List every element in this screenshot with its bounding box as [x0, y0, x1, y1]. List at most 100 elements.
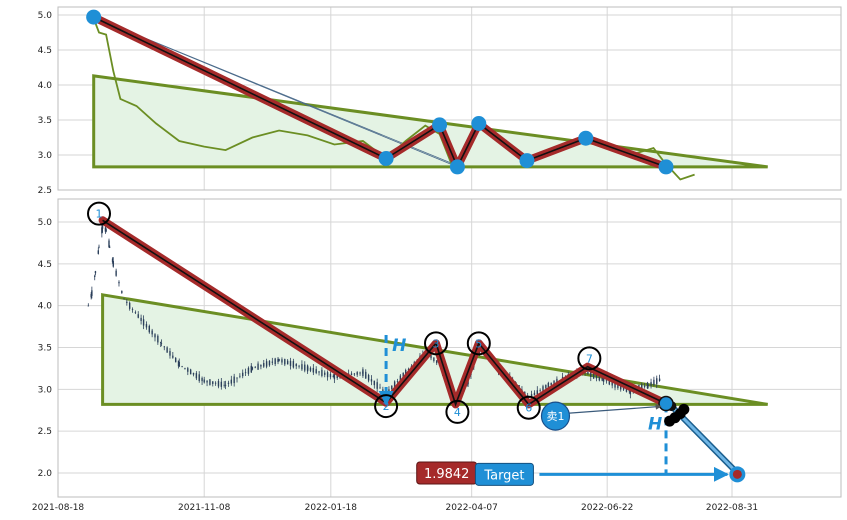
candle-body	[131, 309, 134, 310]
pivot-label-text: 5	[475, 337, 482, 350]
candle-body	[318, 371, 320, 373]
candle-body	[602, 376, 605, 382]
candle-body	[115, 270, 117, 276]
top-price-panel: 5.0 4.5 4.0 3.5 3.0 2.5	[38, 6, 842, 196]
candle-body	[160, 343, 163, 344]
candle-body	[362, 369, 364, 376]
pivot-label-text: 3	[433, 337, 440, 350]
candle-body	[118, 281, 120, 284]
candle-body	[530, 394, 533, 398]
candle-body	[533, 392, 536, 396]
candle-body	[94, 271, 97, 274]
pattern-height-label: H	[392, 336, 406, 356]
candle-body	[407, 368, 410, 371]
top-triangle-pattern	[92, 74, 768, 169]
candle-body	[242, 372, 244, 377]
candle-body	[87, 305, 90, 307]
candle-body	[121, 290, 123, 293]
candle-body	[587, 371, 589, 375]
candle-body	[379, 387, 381, 389]
candle-body	[184, 367, 186, 369]
candle-body	[646, 382, 649, 389]
candle-body	[140, 317, 142, 321]
candle-body	[542, 386, 544, 391]
candle-body	[402, 372, 404, 378]
candle-body	[189, 369, 192, 375]
candle-body	[157, 335, 159, 343]
candle-body	[233, 376, 235, 384]
sell-signal-label: 卖1	[546, 410, 564, 423]
bottom-y-tick-label: 3.0	[38, 385, 53, 395]
candle-body	[105, 229, 107, 232]
sell-signal-badge	[540, 401, 571, 431]
candle-body	[274, 358, 276, 365]
x-tick-label: 2021-08-18	[32, 503, 85, 513]
x-tick-label: 2022-08-31	[706, 503, 758, 513]
candle-body	[598, 374, 601, 381]
candle-body	[329, 373, 332, 378]
candle-body	[547, 382, 550, 388]
candle-body	[370, 379, 373, 382]
x-tick-label: 2022-01-18	[305, 503, 358, 513]
candle-body	[281, 359, 283, 363]
candle-body	[620, 384, 622, 390]
top-y-tick-label: 4.0	[38, 81, 53, 91]
candle-body	[590, 371, 592, 377]
candle-body	[178, 362, 180, 367]
candle-body	[553, 380, 555, 385]
candle-body	[326, 372, 329, 378]
top-y-axis-ticks: 5.0 4.5 4.0 3.5 3.0 2.5	[38, 11, 53, 196]
x-axis-ticks: 2021-08-18 2021-11-08 2022-01-18 2022-04-07…	[32, 503, 758, 513]
candle-body	[658, 378, 661, 381]
candle-body	[365, 371, 367, 379]
candle-body	[145, 324, 148, 328]
candle-body	[177, 360, 180, 367]
candle-body	[608, 379, 611, 385]
top-pivot-dot	[519, 153, 535, 169]
pivot-label-circle	[577, 346, 602, 371]
candle-body	[148, 325, 150, 333]
candle-body	[109, 246, 111, 248]
pivot-label-circle	[445, 399, 470, 424]
bottom-candlestick-panel: 5.0 4.5 4.0 3.5 3.0 2.5 2.0 2021-08-18 2021-11-…	[32, 198, 842, 513]
candle-body	[641, 384, 643, 391]
candle-body	[350, 373, 353, 376]
candle-body	[382, 389, 384, 392]
bottom-y-tick-label: 4.5	[38, 260, 52, 270]
target-label: Target	[483, 468, 524, 483]
pattern-annotations: H H 卖1	[378, 334, 741, 476]
candle-body	[289, 360, 292, 366]
candle-body	[174, 357, 177, 363]
x-tick-label: 2021-11-08	[178, 503, 231, 513]
candle-body	[617, 382, 619, 389]
candle-body	[611, 380, 613, 386]
candle-body	[545, 385, 547, 389]
candle-body	[98, 246, 100, 248]
candle-body	[104, 227, 107, 232]
candle-body	[101, 223, 104, 229]
candle-body	[653, 379, 655, 386]
candle-body	[244, 372, 247, 374]
candle-body	[172, 355, 174, 358]
pivot-label-circle	[87, 201, 112, 226]
candle-body	[151, 330, 153, 335]
candle-body	[227, 382, 230, 384]
candle-body	[142, 319, 145, 326]
pivot-label-circle	[466, 331, 491, 356]
candle-body	[550, 382, 552, 386]
top-pivot-dot	[658, 159, 674, 175]
bottom-y-tick-label: 2.5	[38, 427, 52, 437]
candle-body	[315, 369, 317, 374]
candle-body	[278, 358, 280, 362]
target-dot-inner	[732, 469, 742, 479]
pivot-label-text: 6	[525, 402, 532, 415]
candle-body	[198, 374, 200, 381]
candle-body	[650, 382, 652, 386]
candle-body	[90, 293, 92, 298]
top-pivot-dot	[378, 151, 394, 166]
candle-body	[292, 361, 295, 368]
candle-body	[321, 369, 323, 376]
candle-body	[309, 367, 312, 371]
candle-body	[257, 363, 259, 370]
